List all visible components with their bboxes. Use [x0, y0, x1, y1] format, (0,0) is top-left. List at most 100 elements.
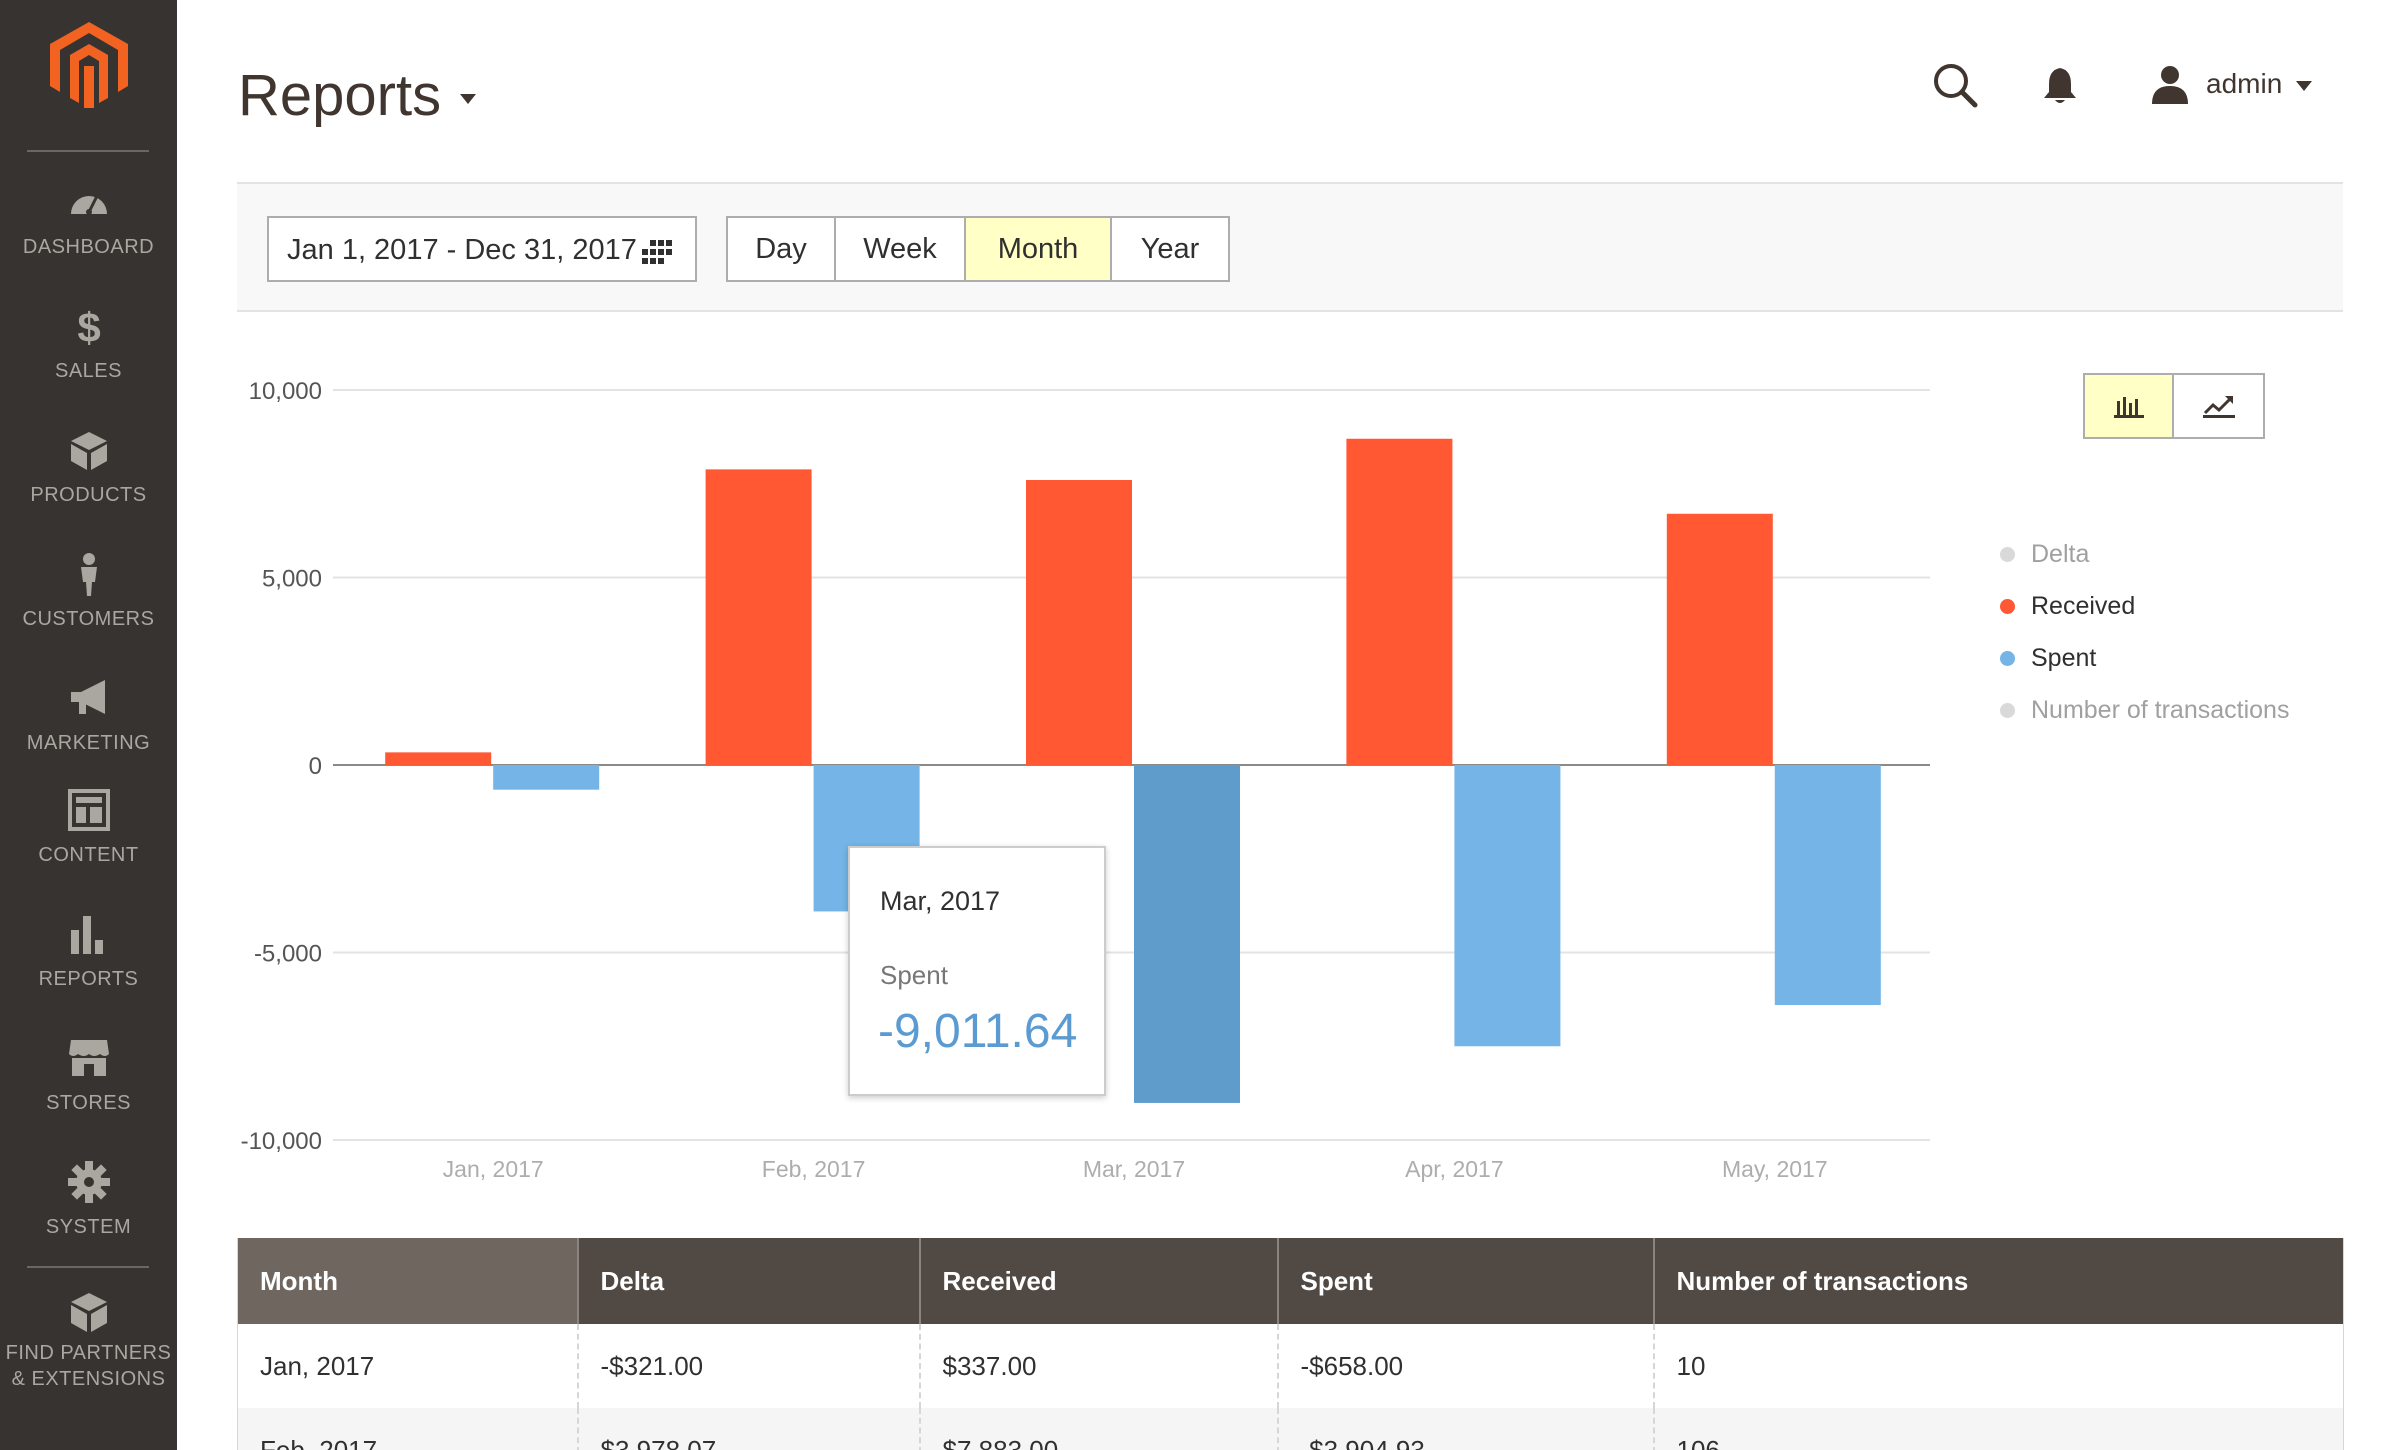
- x-tick-label: May, 2017: [1722, 1156, 1828, 1182]
- bar-spent[interactable]: [1774, 765, 1881, 1005]
- bar-chart-icon: [2113, 397, 2144, 418]
- magento-logo-icon[interactable]: [50, 22, 128, 108]
- calendar-icon[interactable]: [641, 240, 675, 264]
- report-filter-toolbar: Jan 1, 2017 - Dec 31, 2017 Day Week Mont…: [237, 182, 2343, 312]
- table-cell: $3,978.07: [577, 1408, 921, 1450]
- chevron-down-icon[interactable]: [2296, 81, 2312, 91]
- sidebar: DASHBOARD $ SALES PRODUCTS CUSTOMERS MAR…: [0, 0, 177, 1450]
- x-tick-label: Jan, 2017: [443, 1156, 544, 1182]
- legend-item-transactions[interactable]: Number of transactions: [2000, 684, 2289, 736]
- box-icon: [70, 432, 107, 470]
- line-chart-icon: [2202, 396, 2235, 418]
- table-cell: -$3,904.93: [1277, 1408, 1655, 1450]
- sidebar-item-system[interactable]: SYSTEM: [0, 1160, 177, 1284]
- chart-tooltip: Mar, 2017 Spent -9,011.64: [848, 846, 1106, 1096]
- period-button-week[interactable]: Week: [836, 218, 966, 280]
- bar-spent[interactable]: [1454, 765, 1561, 1047]
- cube-icon: [70, 1293, 107, 1332]
- legend-label: Received: [2031, 591, 2136, 620]
- tooltip-series-name: Spent: [880, 960, 948, 990]
- y-tick-label: 0: [309, 753, 322, 780]
- legend-item-spent[interactable]: Spent: [2000, 632, 2289, 684]
- chart-legend: Delta Received Spent Number of transacti…: [2000, 528, 2289, 736]
- legend-dot: [2000, 546, 2015, 562]
- sidebar-item-label: FIND PARTNERS & EXTENSIONS: [5, 1342, 172, 1390]
- column-header-transactions[interactable]: Number of transactions: [1653, 1238, 2344, 1324]
- period-button-year[interactable]: Year: [1140, 233, 1200, 265]
- table-cell: $7,883.00: [919, 1408, 1279, 1450]
- table-cell: $337.00: [919, 1324, 1279, 1408]
- legend-label: Delta: [2031, 539, 2090, 568]
- sidebar-item-find-partners[interactable]: FIND PARTNERS & EXTENSIONS: [0, 1290, 177, 1410]
- bar-chart-toggle-button[interactable]: [2085, 375, 2174, 437]
- sidebar-item-dashboard[interactable]: DASHBOARD: [0, 180, 177, 304]
- transactions-bar-chart: 10,000 5,000 0 -5,000 -10,000 Jan, 2017 Feb, 2…: [241, 378, 1930, 1182]
- bar-received[interactable]: [1346, 438, 1453, 765]
- table-row[interactable]: Feb, 2017 $3,978.07 $7,883.00 -$3,904.93…: [237, 1408, 2344, 1450]
- sidebar-item-label: MARKETING: [26, 732, 151, 754]
- user-icon[interactable]: [2150, 64, 2190, 104]
- period-button-month[interactable]: Month: [966, 218, 1112, 280]
- table-cell: 10: [1676, 1350, 1706, 1381]
- user-name[interactable]: admin: [2206, 68, 2283, 99]
- sidebar-item-customers[interactable]: CUSTOMERS: [0, 552, 177, 676]
- table-cell: Jan, 2017: [237, 1324, 579, 1408]
- dashboard-icon: [70, 195, 107, 215]
- sidebar-item-stores[interactable]: STORES: [0, 1036, 177, 1160]
- y-tick-label: -5,000: [254, 941, 322, 968]
- chevron-down-icon[interactable]: [460, 94, 476, 104]
- legend-dot: [2000, 650, 2015, 666]
- legend-item-delta[interactable]: Delta: [2000, 528, 2289, 580]
- chart-type-toggle: [2083, 373, 2265, 439]
- x-tick-label: Mar, 2017: [1083, 1156, 1185, 1182]
- bell-icon[interactable]: [2042, 66, 2078, 106]
- bar-spent[interactable]: [493, 765, 600, 790]
- sidebar-item-label: DASHBOARD: [22, 236, 155, 258]
- sidebar-item-label: SALES: [55, 360, 122, 382]
- date-range-value: Jan 1, 2017 - Dec 31, 2017: [287, 234, 637, 266]
- period-selector: Day Week Month Year: [726, 216, 1230, 282]
- sidebar-item-label: REPORTS: [38, 968, 139, 990]
- period-button-day[interactable]: Day: [728, 218, 836, 280]
- legend-item-received[interactable]: Received: [2000, 580, 2289, 632]
- search-icon[interactable]: [1932, 62, 1978, 108]
- x-tick-label: Apr, 2017: [1405, 1156, 1503, 1182]
- sidebar-item-sales[interactable]: $ SALES: [0, 304, 177, 428]
- bar-received[interactable]: [385, 752, 492, 765]
- bar-received[interactable]: [1026, 480, 1132, 765]
- megaphone-icon: [70, 680, 105, 714]
- legend-dot: [2000, 598, 2015, 614]
- svg-text:$: $: [77, 304, 100, 348]
- page-title[interactable]: Reports: [238, 63, 442, 128]
- sidebar-divider: [27, 150, 149, 152]
- sidebar-item-products[interactable]: PRODUCTS: [0, 428, 177, 552]
- bar-spent[interactable]: [1134, 765, 1240, 1103]
- table-header-row: Month Delta Received Spent Number of tra…: [237, 1238, 2344, 1324]
- bar-received[interactable]: [705, 469, 812, 765]
- line-chart-toggle-button[interactable]: [2174, 375, 2263, 437]
- table-cell: -$658.00: [1277, 1324, 1655, 1408]
- person-icon: [80, 553, 97, 596]
- date-range-picker[interactable]: Jan 1, 2017 - Dec 31, 2017: [267, 216, 697, 282]
- table-cell: Feb, 2017: [237, 1408, 579, 1450]
- sidebar-item-label: CUSTOMERS: [22, 608, 155, 630]
- legend-label: Spent: [2031, 643, 2097, 672]
- table-row[interactable]: Jan, 2017 -$321.00 $337.00 -$658.00 10: [237, 1324, 2344, 1408]
- bar-received[interactable]: [1666, 513, 1773, 765]
- storefront-icon: [68, 1040, 109, 1076]
- column-header-delta[interactable]: Delta: [577, 1238, 921, 1324]
- bar-chart-icon: [70, 916, 103, 954]
- layout-icon: [67, 789, 110, 831]
- column-header-received[interactable]: Received: [919, 1238, 1279, 1324]
- sidebar-item-label: CONTENT: [38, 844, 139, 866]
- sidebar-item-content[interactable]: CONTENT: [0, 788, 177, 912]
- tooltip-title: Mar, 2017: [880, 886, 1001, 916]
- column-header-month[interactable]: Month: [237, 1238, 579, 1324]
- y-tick-label: 10,000: [249, 378, 322, 405]
- column-header-spent[interactable]: Spent: [1277, 1238, 1655, 1324]
- dollar-icon: $: [77, 304, 100, 348]
- y-tick-label: -10,000: [241, 1128, 322, 1155]
- table-cell: 106: [1653, 1408, 2344, 1450]
- sidebar-item-marketing[interactable]: MARKETING: [0, 676, 177, 800]
- sidebar-item-reports[interactable]: REPORTS: [0, 912, 177, 1036]
